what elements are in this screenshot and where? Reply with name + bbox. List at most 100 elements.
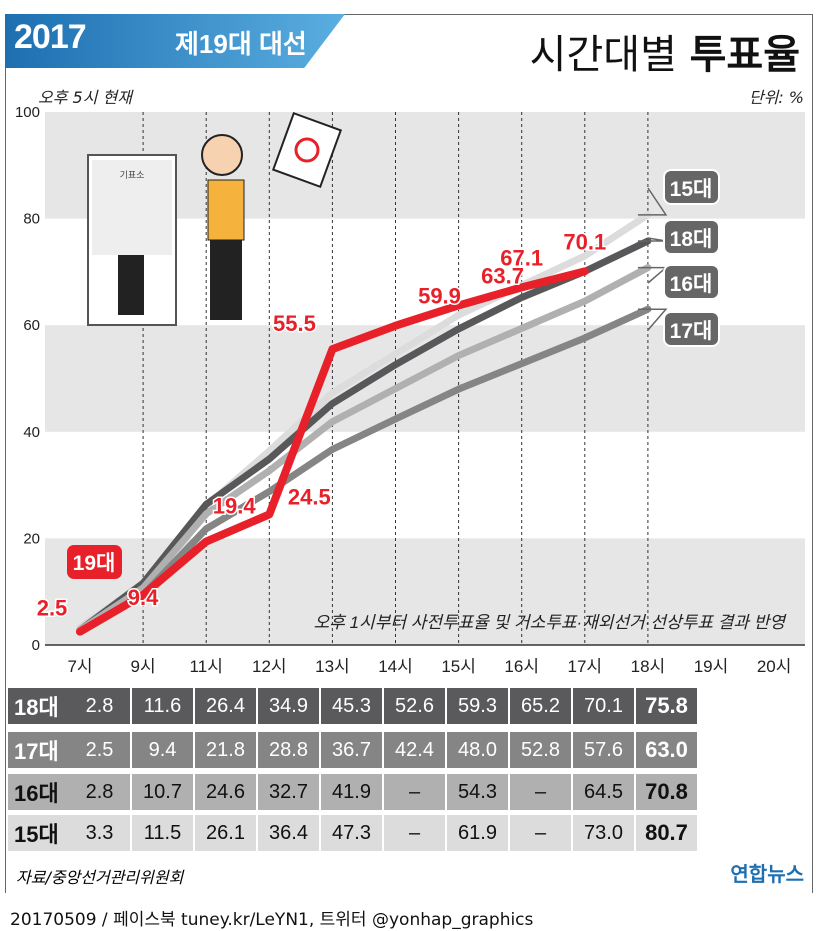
table-cell: 48.0: [447, 732, 508, 768]
y-tick-label: 100: [15, 104, 40, 121]
table-cell: 34.9: [258, 688, 319, 724]
legend-label: 15대: [670, 178, 713, 201]
table-cell: 2.8: [69, 774, 130, 810]
table-row: 17대 2.5 9.4 21.8 28.8 36.7 42.4 48.0 52.8 57.6 63.…: [8, 732, 699, 768]
data-label: 24.5: [288, 484, 331, 509]
data-label: 67.1: [500, 245, 543, 270]
table-cell: 65.2: [510, 688, 571, 724]
row-label: 16대: [8, 774, 69, 810]
x-tick-label: 20시: [757, 657, 792, 676]
table-row: 15대 3.3 11.5 26.1 36.4 47.3–61.9–73.0 80.7: [8, 815, 699, 851]
table-cell: –: [510, 774, 571, 810]
annotation: 오후 1시부터 사전투표율 및 거소투표·재외선거·선상투표 결과 반영: [314, 613, 788, 632]
edition-label: 제19대 대선: [175, 29, 307, 59]
table-cell: 42.4: [384, 732, 445, 768]
table-cell: 45.3: [321, 688, 382, 724]
x-tick-label: 15시: [441, 657, 476, 676]
title-light: 시간대별: [529, 32, 677, 78]
table-cell: 9.4: [132, 732, 193, 768]
subtitle: 오후 5시 현재: [38, 88, 132, 107]
table-cell: 61.9: [447, 815, 508, 851]
table-cell: 59.3: [447, 688, 508, 724]
legend-leader: [637, 187, 668, 216]
x-tick-label: 12시: [252, 657, 287, 676]
table-cell: 75.8: [636, 688, 697, 724]
legend-tag: [663, 169, 720, 205]
table-cell: 57.6: [573, 732, 634, 768]
table-cell: 70.8: [636, 774, 697, 810]
table-cell: 26.4: [195, 688, 256, 724]
legend-label: 16대: [670, 273, 713, 296]
frame: [5, 14, 813, 893]
x-tick-label: 9시: [131, 657, 156, 676]
page-title: 시간대별 투표율: [530, 22, 800, 80]
x-tick-label: 17시: [568, 657, 603, 676]
table-cell: 47.3: [321, 815, 382, 851]
series-line-19대: [76, 267, 589, 636]
table-cell: 36.4: [258, 815, 319, 851]
table-cell: 26.1: [195, 815, 256, 851]
table-cell: –: [384, 815, 445, 851]
legend-label: 17대: [670, 320, 713, 343]
y-tick-label: 60: [23, 317, 40, 334]
x-tick-label: 13시: [315, 657, 350, 676]
logo: 연합뉴스: [730, 864, 804, 886]
legend-leader: [637, 308, 668, 331]
row-label: 18대: [8, 688, 69, 724]
table-cell: 70.1: [573, 688, 634, 724]
legend-label: 19대: [73, 552, 116, 575]
voter-illustration: [201, 111, 343, 320]
table-cell: 24.6: [195, 774, 256, 810]
booth-sign: 기표소: [120, 170, 145, 180]
footer: 20170509 / 페이스북 tuney.kr/LeYN1, 트위터 @yon…: [10, 910, 534, 930]
x-tick-label: 18시: [631, 657, 666, 676]
legend-label: 18대: [670, 228, 713, 251]
table-cell: 32.7: [258, 774, 319, 810]
ballot-booth-illustration: 기표소: [87, 154, 177, 326]
source: 자료/중앙선거관리위원회: [16, 868, 184, 887]
data-label: 70.1: [563, 229, 606, 254]
legend-tag: [663, 311, 720, 347]
title-bold: 투표율: [689, 32, 800, 78]
table-cell: 54.3: [447, 774, 508, 810]
series-line-17대: [76, 305, 652, 636]
y-tick-label: 20: [23, 530, 40, 547]
y-tick-label: 40: [23, 424, 40, 441]
legend-tag-19: [67, 545, 122, 579]
data-label: 9.4: [128, 585, 159, 610]
legend-tag: [663, 264, 720, 300]
table-cell: 52.6: [384, 688, 445, 724]
table-cell: 10.7: [132, 774, 193, 810]
table-cell: 63.0: [636, 732, 697, 768]
table-cell: –: [384, 774, 445, 810]
x-tick-label: 16시: [504, 657, 539, 676]
y-tick-label: 80: [23, 211, 40, 228]
table-cell: 21.8: [195, 732, 256, 768]
table-cell: 80.7: [636, 815, 697, 851]
series-line-18대: [76, 237, 652, 634]
table-cell: 11.5: [132, 815, 193, 851]
table-cell: 3.3: [69, 815, 130, 851]
legend-leader: [637, 237, 667, 242]
table-cell: 28.8: [258, 732, 319, 768]
x-tick-label: 11시: [190, 657, 223, 676]
table-cell: 64.5: [573, 774, 634, 810]
table-cell: –: [510, 815, 571, 851]
unit-label: 단위: %: [748, 88, 804, 107]
table-cell: 2.8: [69, 688, 130, 724]
row-label: 15대: [8, 815, 69, 851]
row-label: 17대: [8, 732, 69, 768]
series-line-16대: [76, 264, 652, 634]
data-label: 59.9: [418, 284, 461, 309]
table-cell: 11.6: [132, 688, 193, 724]
table-cell: 52.8: [510, 732, 571, 768]
table-cell: 73.0: [573, 815, 634, 851]
x-tick-label: 14시: [378, 657, 413, 676]
legend-tag: [663, 219, 720, 255]
data-label: 55.5: [273, 311, 316, 336]
x-tick-label: 19시: [694, 657, 729, 676]
table-row: 18대 2.8 11.6 26.4 34.9 45.3 52.6 59.3 65.2 70.1 75…: [8, 688, 699, 724]
year-label: 2017: [14, 18, 87, 56]
table-row: 16대 2.8 10.7 24.6 32.7 41.9–54.3–64.5 70.8: [8, 774, 699, 810]
